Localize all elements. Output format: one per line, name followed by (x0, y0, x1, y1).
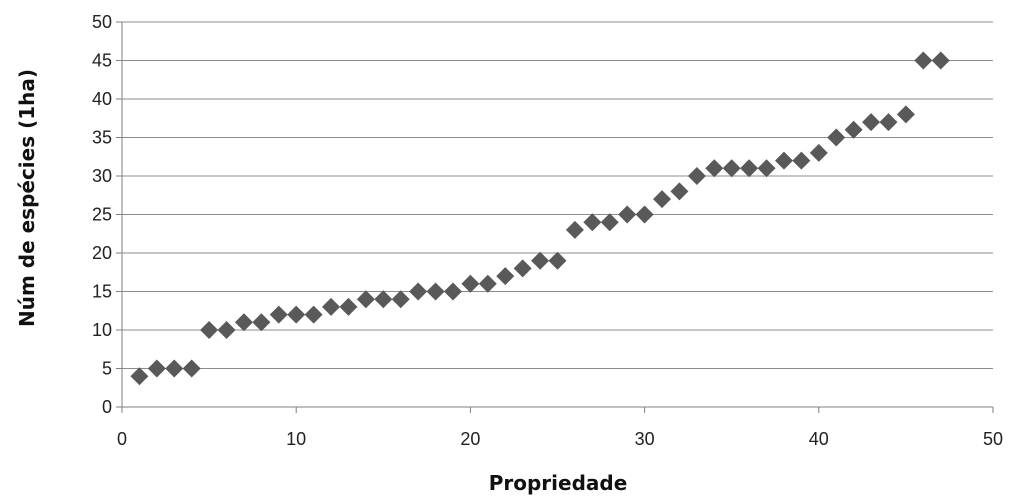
data-point (809, 143, 828, 162)
data-point (705, 159, 724, 178)
x-axis-title: Propriedade (489, 471, 628, 495)
x-tick-label: 50 (983, 429, 1003, 449)
data-point (234, 313, 253, 332)
data-point (478, 274, 497, 293)
data-point (374, 290, 393, 309)
data-point (879, 113, 898, 132)
data-point (635, 205, 654, 224)
x-tick-label: 10 (286, 429, 306, 449)
data-point (339, 297, 358, 316)
x-tick-label: 20 (460, 429, 480, 449)
y-tick-label: 30 (92, 166, 112, 186)
data-point (130, 367, 149, 386)
data-point (182, 359, 201, 378)
x-tick-label: 40 (809, 429, 829, 449)
data-point (757, 159, 776, 178)
x-axis-ticks: 0 10 20 30 40 50 (117, 407, 1003, 449)
y-tick-label: 5 (102, 359, 112, 379)
y-axis-ticks: 0 5 10 15 20 25 30 35 40 45 50 (92, 12, 122, 417)
data-point (827, 128, 846, 147)
data-point (670, 182, 689, 201)
data-point (844, 120, 863, 139)
data-point (287, 305, 306, 324)
data-point (165, 359, 184, 378)
data-point (252, 313, 271, 332)
data-point (217, 321, 236, 339)
data-point (896, 105, 915, 124)
data-point (409, 282, 428, 301)
data-point (356, 290, 375, 309)
data-point (322, 297, 341, 316)
data-point (740, 159, 759, 178)
data-point (687, 167, 706, 185)
y-tick-label: 25 (92, 205, 112, 225)
y-axis-title: Núm de espécies (1ha) (15, 69, 39, 327)
y-tick-label: 0 (102, 397, 112, 417)
data-point (147, 359, 166, 378)
y-tick-label: 35 (92, 128, 112, 148)
data-point (269, 305, 288, 324)
x-tick-label: 0 (117, 429, 127, 449)
data-point (548, 251, 567, 270)
y-tick-label: 10 (92, 320, 112, 340)
data-point (565, 220, 584, 239)
data-points (130, 51, 950, 386)
data-point (443, 282, 462, 301)
data-point (513, 259, 532, 278)
data-point (600, 213, 619, 232)
data-point (722, 159, 741, 178)
y-tick-label: 20 (92, 243, 112, 263)
data-point (304, 305, 323, 324)
data-point (914, 51, 933, 70)
data-point (391, 290, 410, 309)
y-tick-label: 40 (92, 89, 112, 109)
gridlines (122, 21, 993, 369)
data-point (862, 113, 881, 132)
data-point (426, 282, 445, 301)
data-point (200, 321, 219, 339)
data-point (931, 51, 950, 70)
y-tick-label: 15 (92, 282, 112, 302)
data-point (774, 151, 793, 170)
data-point (461, 274, 480, 293)
data-point (531, 251, 550, 270)
data-point (653, 190, 672, 209)
y-tick-label: 45 (92, 51, 112, 71)
x-tick-label: 30 (635, 429, 655, 449)
data-point (618, 205, 637, 224)
data-point (583, 213, 602, 232)
data-point (496, 267, 515, 286)
data-point (792, 151, 811, 170)
y-tick-label: 50 (92, 12, 112, 32)
